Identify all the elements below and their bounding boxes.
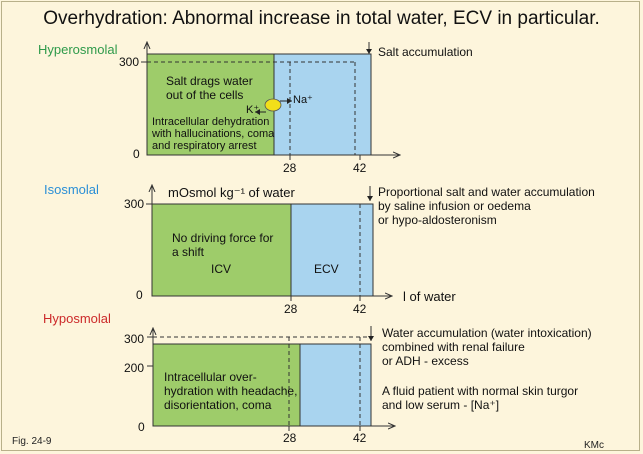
hyper-note: Salt accumulation bbox=[378, 45, 473, 59]
hyper-y-tick-300: 300 bbox=[119, 55, 140, 69]
hypo-icv-text-line-1: Intracellular over- bbox=[164, 370, 257, 384]
hyper-y-tick-0: 0 bbox=[133, 147, 140, 161]
iso-y-tick-0: 0 bbox=[136, 288, 143, 302]
figure-title: Overhydration: Abnormal increase in tota… bbox=[43, 8, 600, 29]
hypo-ecv-block bbox=[299, 343, 372, 427]
hyper-ecv-block bbox=[273, 53, 372, 156]
iso-note-line-1: Proportional salt and water accumulation bbox=[378, 185, 595, 199]
iso-ecv-block bbox=[290, 203, 374, 297]
iso-note-line-2: by saline infusion or oedema bbox=[378, 199, 531, 213]
hyper-icv-detail-line-2: with hallucinations, coma bbox=[152, 128, 275, 140]
hypo-note-line-3: or ADH - excess bbox=[382, 354, 469, 368]
hyper-x-tick-28: 28 bbox=[283, 161, 297, 175]
hypo-icv-text-line-2: hydration with headache, bbox=[164, 384, 298, 398]
iso-note-line-3: or hypo-aldosteronism bbox=[378, 213, 497, 227]
iso-x-tick-42: 42 bbox=[353, 302, 367, 316]
panel-label-hyposmolal: Hyposmolal bbox=[43, 311, 111, 326]
iso-chart bbox=[146, 185, 392, 301]
hypo-note2-line-2: and low serum - [Na⁺] bbox=[382, 398, 500, 412]
hypo-icv-text-line-3: disorientation, coma bbox=[164, 398, 272, 412]
iso-y-axis-label: mOsmol kg⁻¹ of water bbox=[168, 185, 295, 200]
hyper-icv-text-line-1: Salt drags water bbox=[166, 74, 253, 88]
iso-icv-label: ICV bbox=[211, 262, 232, 276]
iso-icv-text-line-1: No driving force for bbox=[172, 231, 274, 245]
ion-exchange-dot bbox=[264, 98, 282, 112]
ion-k-label: K⁺ bbox=[246, 104, 260, 116]
hyper-chart bbox=[141, 42, 400, 160]
iso-ecv-label: ECV bbox=[314, 262, 339, 276]
ion-na-label: Na⁺ bbox=[293, 94, 313, 106]
author-initials: KMc bbox=[584, 440, 604, 451]
hyper-icv-block bbox=[146, 53, 275, 156]
panel-label-isosmolal: Isosmolal bbox=[44, 182, 99, 197]
hyper-x-tick-42: 42 bbox=[353, 161, 367, 175]
iso-y-tick-300: 300 bbox=[124, 197, 145, 211]
hypo-y-tick-0: 0 bbox=[138, 420, 145, 434]
hypo-y-tick-200: 200 bbox=[124, 361, 145, 375]
hyper-icv-detail-line-3: and respiratory arrest bbox=[152, 140, 257, 152]
hypo-icv-block bbox=[152, 343, 301, 427]
hypo-note-line-1: Water accumulation (water intoxication) bbox=[382, 326, 592, 340]
iso-icv-block bbox=[151, 203, 292, 297]
figure-number: Fig. 24-9 bbox=[12, 436, 52, 447]
hyper-icv-text-line-2: out of the cells bbox=[166, 88, 244, 102]
hypo-x-tick-28: 28 bbox=[283, 431, 297, 445]
hypo-note-line-2: combined with renal failure bbox=[382, 340, 525, 354]
hyper-icv-detail-line-1: Intracellular dehydration bbox=[152, 116, 270, 128]
hypo-note2-line-1: A fluid patient with normal skin turgor bbox=[382, 384, 579, 398]
panel-label-hyperosmolal: Hyperosmolal bbox=[38, 42, 118, 57]
iso-x-tick-28: 28 bbox=[284, 302, 298, 316]
hypo-chart bbox=[147, 326, 395, 431]
x-axis-label: l of water bbox=[403, 289, 456, 304]
hypo-y-tick-300: 300 bbox=[124, 332, 145, 346]
hypo-x-tick-42: 42 bbox=[353, 431, 367, 445]
iso-icv-text-line-2: a shift bbox=[172, 245, 205, 259]
